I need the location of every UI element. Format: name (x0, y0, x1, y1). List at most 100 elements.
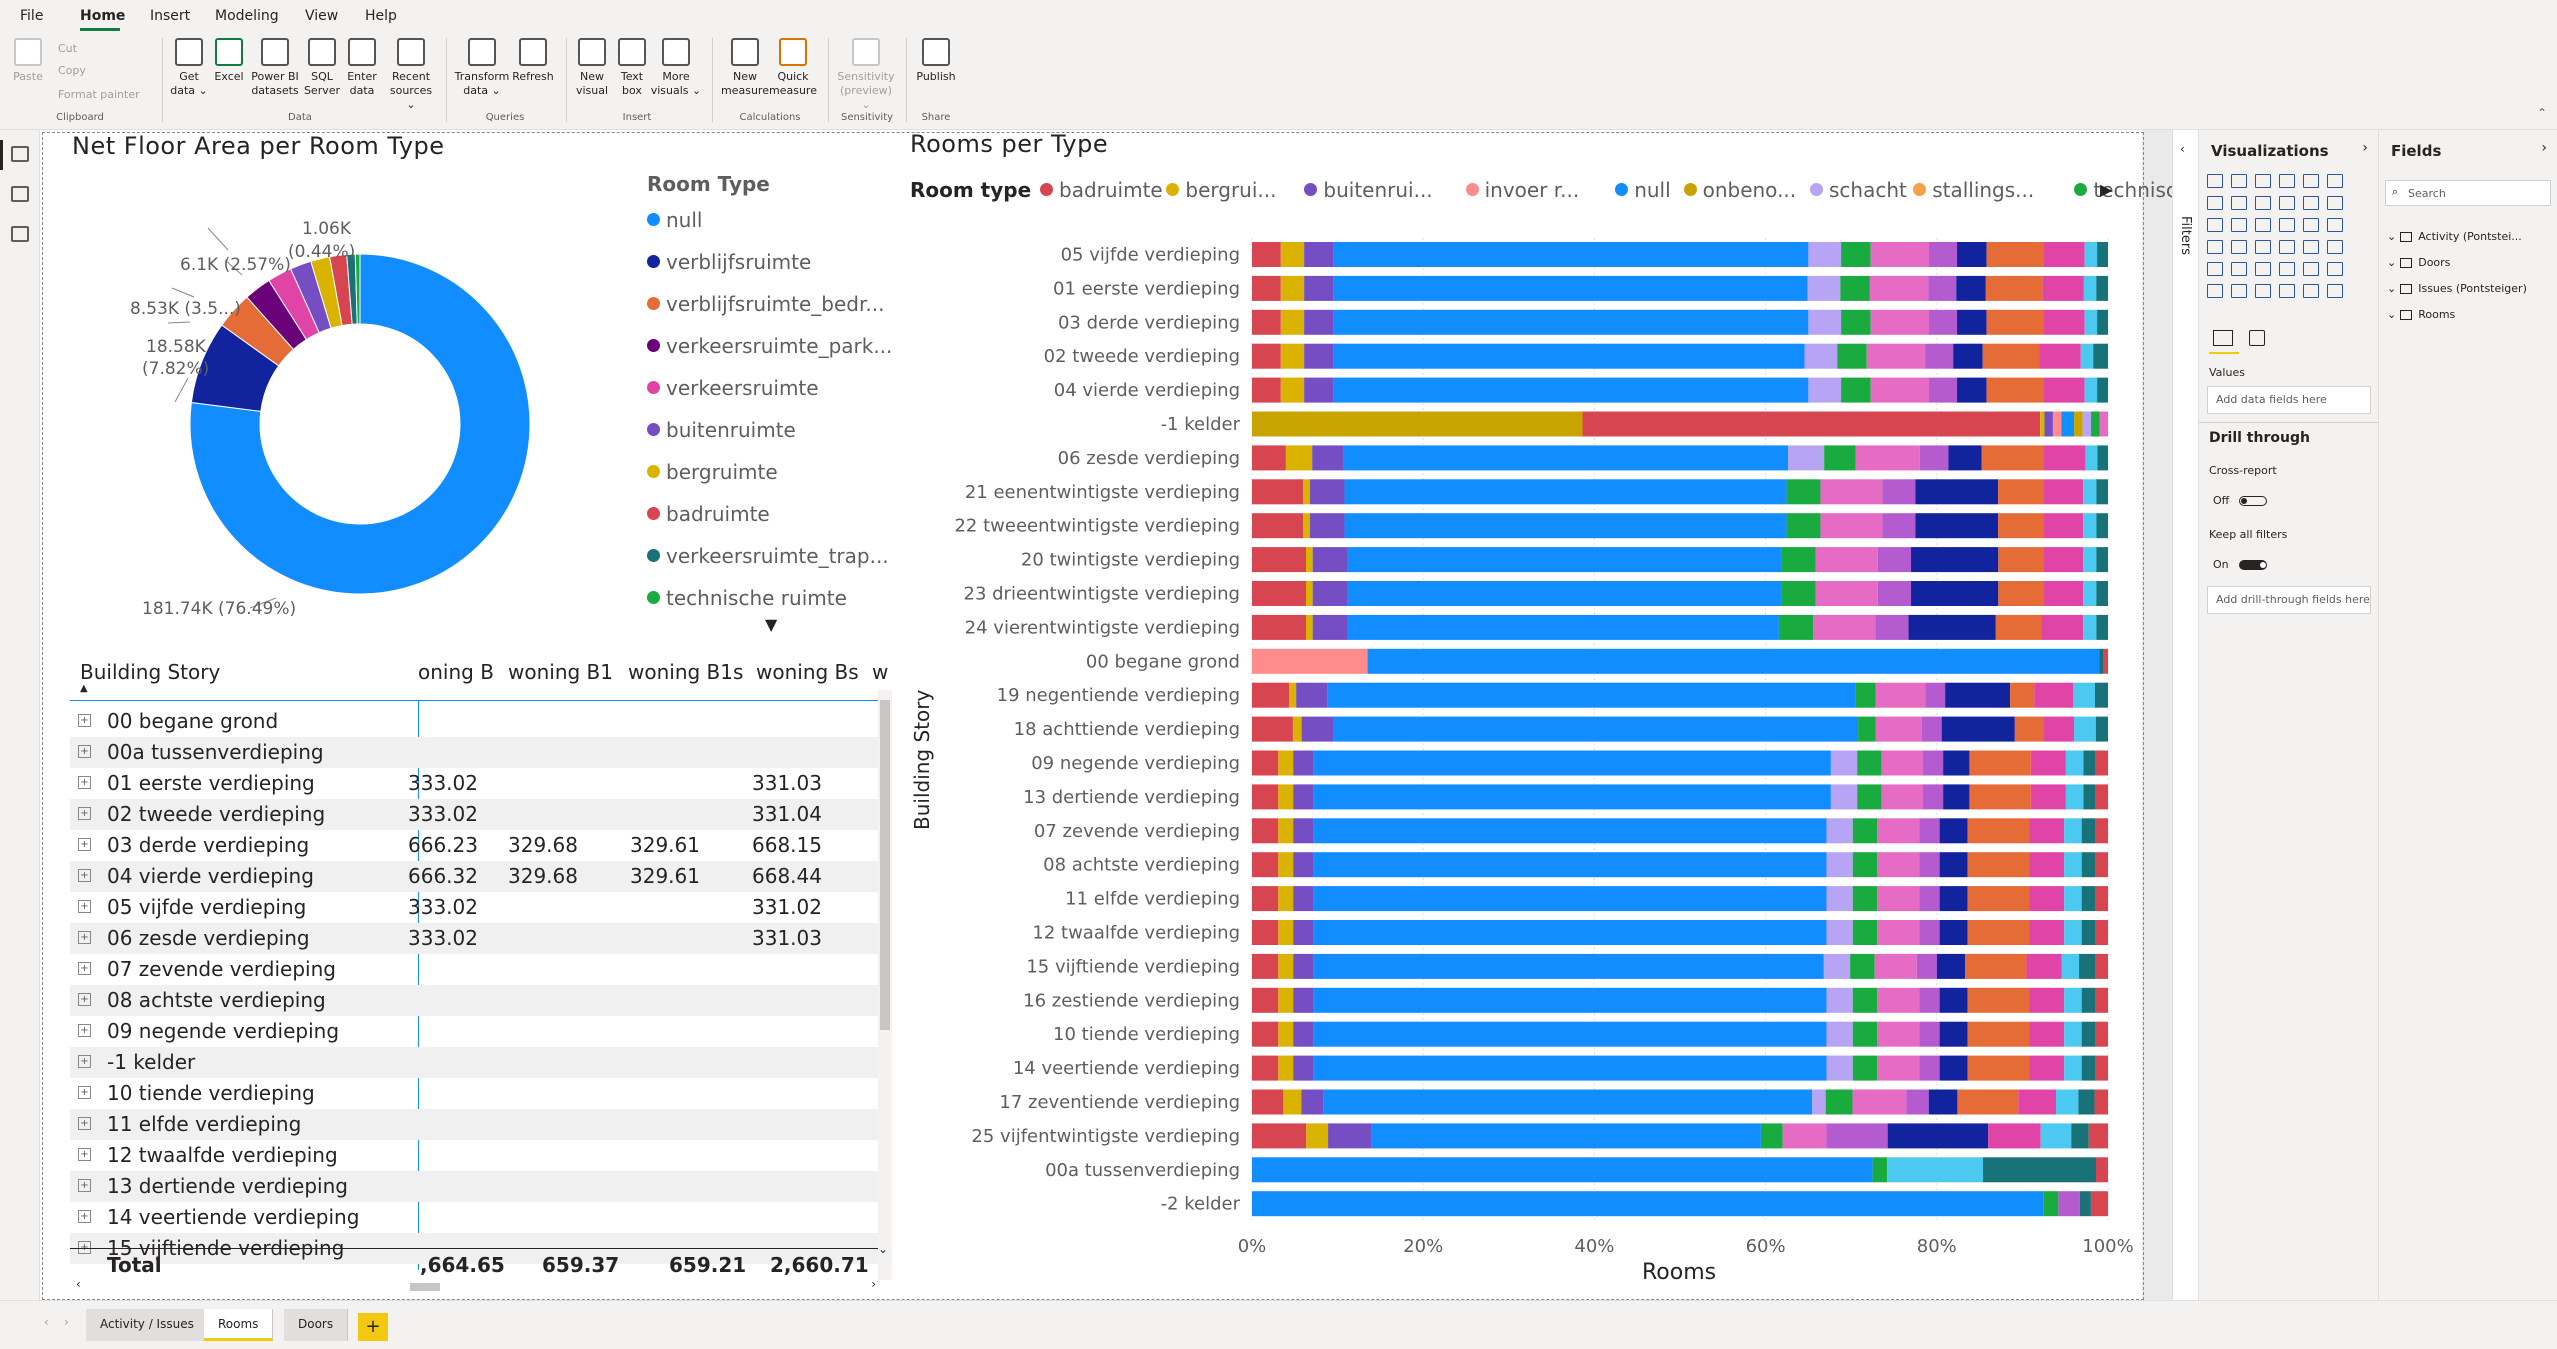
bar-segment[interactable] (1313, 750, 1831, 776)
matrix-row[interactable]: +09 negende verdieping (70, 1016, 880, 1047)
bar-segment[interactable] (1939, 818, 1968, 844)
legend-scroll-down-icon[interactable]: ▼ (765, 615, 778, 634)
matrix-col-header[interactable]: woning B1 (508, 660, 613, 684)
line-clustered-icon[interactable] (2303, 196, 2319, 210)
legend-item[interactable]: onbeno... (1683, 178, 1796, 202)
bar-segment[interactable] (1881, 784, 1923, 810)
bar-segment[interactable] (1998, 581, 2045, 606)
bar-segment[interactable] (2040, 1123, 2072, 1149)
bar-segment[interactable] (1815, 547, 1878, 573)
bar-segment[interactable] (1915, 479, 1999, 505)
bar-segment[interactable] (2094, 1089, 2108, 1115)
next-page-icon[interactable]: › (64, 1315, 69, 1329)
power-bi-datasets-button[interactable]: Power BI datasets (248, 38, 302, 98)
bar-segment[interactable] (2082, 411, 2092, 437)
legend-item[interactable]: invoer r... (1465, 178, 1579, 202)
bar-segment[interactable] (1343, 445, 1789, 471)
bar-segment[interactable] (1866, 343, 1926, 369)
bar-segment[interactable] (2096, 581, 2108, 606)
bar-segment[interactable] (1296, 682, 1328, 708)
expand-row-icon[interactable]: + (78, 1148, 91, 1161)
bar-segment[interactable] (1278, 953, 1294, 979)
bar-segment[interactable] (1293, 750, 1314, 776)
bar-segment[interactable] (1252, 716, 1293, 742)
bar-segment[interactable] (1313, 818, 1827, 844)
bar-segment[interactable] (1986, 309, 2044, 335)
bar-segment[interactable] (1922, 784, 1944, 810)
clustered-bar-icon[interactable] (2255, 174, 2271, 188)
page-tab-activity-issues[interactable]: Activity / Issues (86, 1309, 209, 1341)
bar-segment[interactable] (1293, 1055, 1314, 1081)
smart-narrative-icon[interactable] (2279, 284, 2295, 298)
bar-segment[interactable] (1941, 716, 2015, 742)
bar-segment[interactable] (1280, 242, 1305, 267)
bar-segment[interactable] (1840, 275, 1870, 301)
matrix-row[interactable]: +01 eerste verdieping 333.02 331.03 (70, 768, 880, 799)
tab-insert[interactable]: Insert (150, 8, 191, 24)
python-visual-icon[interactable] (2327, 262, 2343, 276)
map-icon[interactable] (2207, 240, 2223, 254)
stacked-area-icon[interactable] (2255, 196, 2271, 210)
donut-slice[interactable] (354, 253, 361, 325)
bar-segment[interactable] (2014, 716, 2044, 742)
bar-segment[interactable] (1928, 275, 1957, 301)
matrix-row[interactable]: +12 twaalfde verdieping (70, 1140, 880, 1171)
bar-segment[interactable] (1252, 784, 1279, 810)
bar-segment[interactable] (2044, 581, 2084, 606)
legend-item[interactable]: badruimte (1040, 178, 1163, 202)
more-icon[interactable] (2327, 284, 2343, 298)
bar-segment[interactable] (1820, 513, 1883, 539)
bar-segment[interactable] (1252, 411, 1583, 437)
scroll-left-icon[interactable]: ‹ (76, 1277, 81, 1291)
multirow-card-icon[interactable] (2327, 240, 2343, 254)
expand-row-icon[interactable]: + (78, 1241, 91, 1254)
bar-segment[interactable] (1919, 818, 1940, 844)
stacked-bar-chart[interactable]: 0% 20% 40% 60% 80% 100% 05 vijfde verdieping 01… (40, 130, 2142, 1300)
bar-segment[interactable] (2073, 682, 2096, 708)
bar-segment[interactable] (1919, 445, 1949, 471)
bar-segment[interactable] (2029, 852, 2065, 878)
bar-segment[interactable] (1333, 377, 1809, 403)
bar-segment[interactable] (1877, 852, 1920, 878)
bar-segment[interactable] (1875, 716, 1922, 742)
bar-segment[interactable] (1857, 784, 1882, 810)
bar-segment[interactable] (1998, 547, 2045, 573)
bar-segment[interactable] (2084, 242, 2098, 267)
prev-page-icon[interactable]: ‹ (44, 1315, 49, 1329)
bar-segment[interactable] (1309, 479, 1345, 505)
bar-segment[interactable] (1887, 1123, 1989, 1149)
matrix-row[interactable]: +03 derde verdieping 666.23 329.68 329.61 66… (70, 830, 880, 861)
fields-search-box[interactable]: ⌕ Search (2385, 180, 2551, 206)
bar-segment[interactable] (1870, 242, 1930, 267)
ribbon-chart-icon[interactable] (2327, 196, 2343, 210)
bar-segment[interactable] (1826, 1055, 1853, 1081)
bar-segment[interactable] (1327, 682, 1856, 708)
bar-segment[interactable] (2095, 716, 2108, 742)
bar-segment[interactable] (1278, 987, 1294, 1013)
bar-segment[interactable] (2064, 818, 2082, 844)
matrix-row[interactable]: +00a tussenverdieping (70, 737, 880, 768)
area-chart-icon[interactable] (2231, 196, 2247, 210)
bar-segment[interactable] (1985, 275, 2043, 301)
clustered-column-icon[interactable] (2279, 174, 2295, 188)
bar-segment[interactable] (1995, 614, 2042, 640)
bar-segment[interactable] (1929, 377, 1958, 403)
expand-row-icon[interactable]: + (78, 1117, 91, 1130)
bar-segment[interactable] (2095, 818, 2108, 844)
bar-segment[interactable] (1313, 987, 1827, 1013)
table-icon[interactable] (2255, 262, 2271, 276)
report-view-icon[interactable] (11, 146, 29, 162)
bar-segment[interactable] (1945, 682, 2011, 708)
bar-segment[interactable] (1786, 479, 1821, 505)
bar-segment[interactable] (1826, 987, 1853, 1013)
bar-segment[interactable] (1313, 784, 1831, 810)
table-issues[interactable]: ⌄ Issues (Pontsteiger) (2387, 282, 2527, 295)
bar-segment[interactable] (1837, 343, 1867, 369)
search-input[interactable]: Search (2408, 187, 2446, 200)
bar-segment[interactable] (2029, 920, 2065, 945)
bar-segment[interactable] (1312, 445, 1344, 471)
bar-segment[interactable] (1304, 275, 1334, 301)
bar-segment[interactable] (1852, 852, 1878, 878)
bar-segment[interactable] (2096, 614, 2108, 640)
legend-item[interactable]: verkeersruimte_trap... (647, 544, 889, 568)
